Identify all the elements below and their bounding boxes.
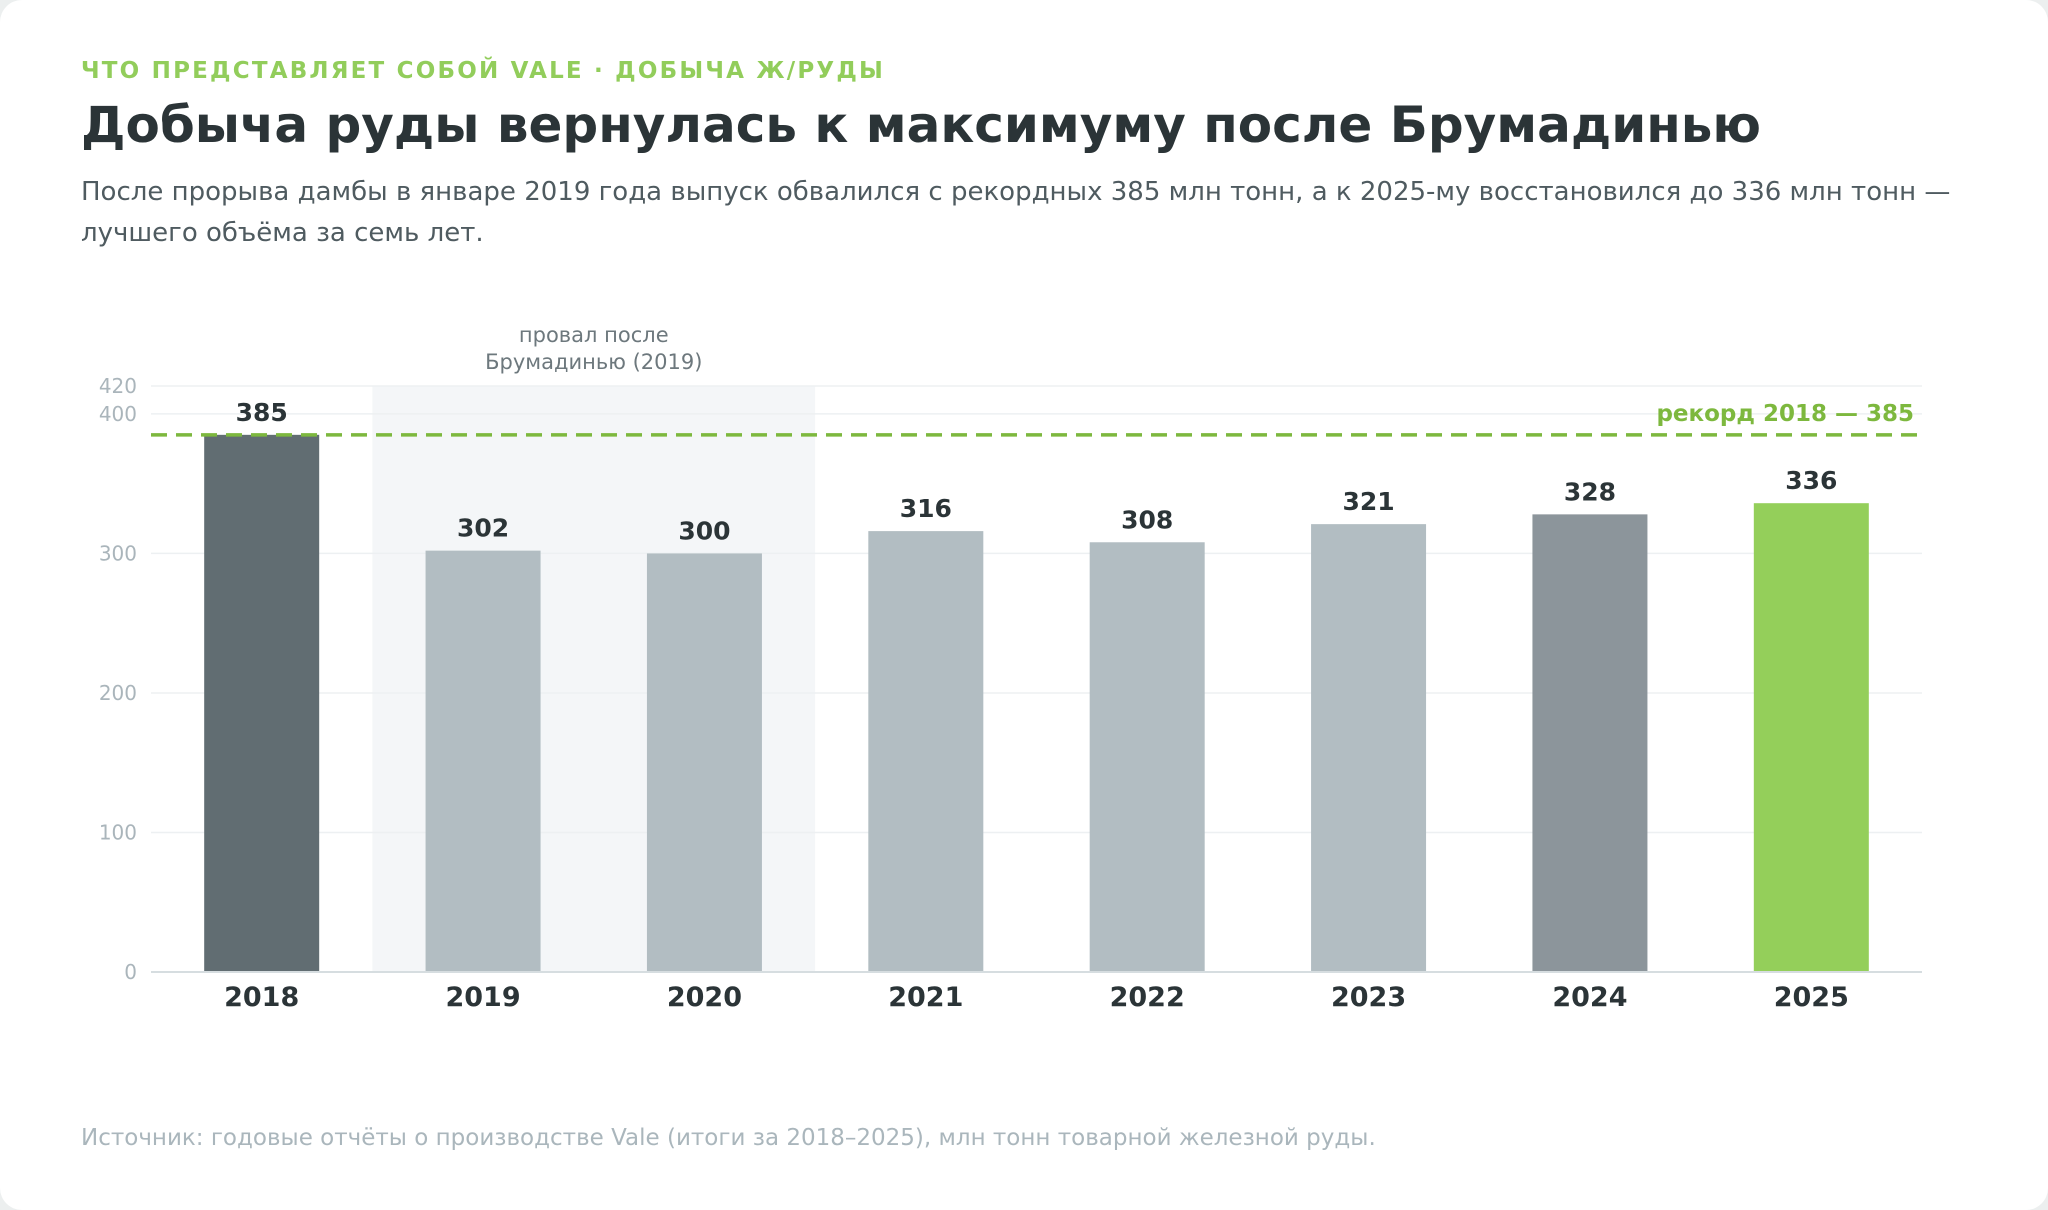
bar xyxy=(868,531,984,972)
bar xyxy=(1089,542,1205,972)
bar-value-label: 336 xyxy=(1785,466,1837,495)
bar-value-label: 300 xyxy=(678,516,730,545)
source-note: Источник: годовые отчёты о производстве … xyxy=(81,1125,1376,1151)
bar-value-label: 385 xyxy=(236,398,288,427)
x-tick-label: 2023 xyxy=(1331,982,1406,1013)
page-title: Добыча руды вернулась к максимуму после … xyxy=(81,96,1762,154)
x-tick-label: 2024 xyxy=(1552,982,1627,1013)
bar-value-label: 316 xyxy=(900,494,952,523)
bar xyxy=(1753,503,1869,972)
bar xyxy=(425,550,541,972)
x-tick-label: 2020 xyxy=(667,982,742,1013)
shaded-region-label: провал после xyxy=(519,323,669,347)
y-tick-label: 100 xyxy=(99,820,137,844)
bar-value-label: 308 xyxy=(1121,505,1173,534)
reference-line-label: рекорд 2018 — 385 xyxy=(1656,401,1914,427)
x-tick-label: 2018 xyxy=(224,982,299,1013)
shaded-region-label: Брумадинью (2019) xyxy=(485,350,702,374)
x-tick-label: 2025 xyxy=(1774,982,1849,1013)
bar xyxy=(646,553,762,972)
bar xyxy=(1532,514,1648,972)
bar-value-label: 328 xyxy=(1564,477,1616,506)
y-tick-label: 300 xyxy=(99,541,137,565)
y-tick-label: 0 xyxy=(124,960,137,984)
x-tick-label: 2022 xyxy=(1110,982,1185,1013)
y-tick-label: 400 xyxy=(99,402,137,426)
bar xyxy=(204,434,320,972)
x-tick-label: 2021 xyxy=(888,982,963,1013)
eyebrow-label: ЧТО ПРЕДСТАВЛЯЕТ СОБОЙ VALE · ДОБЫЧА Ж/Р… xyxy=(81,58,886,84)
bar-value-label: 321 xyxy=(1342,487,1394,516)
y-tick-label: 200 xyxy=(99,681,137,705)
bar-value-label: 302 xyxy=(457,514,509,543)
x-tick-label: 2019 xyxy=(445,982,520,1013)
y-tick-label: 420 xyxy=(99,374,137,398)
bar xyxy=(1311,524,1427,972)
page-subtitle: После прорыва дамбы в январе 2019 года в… xyxy=(81,177,1951,248)
